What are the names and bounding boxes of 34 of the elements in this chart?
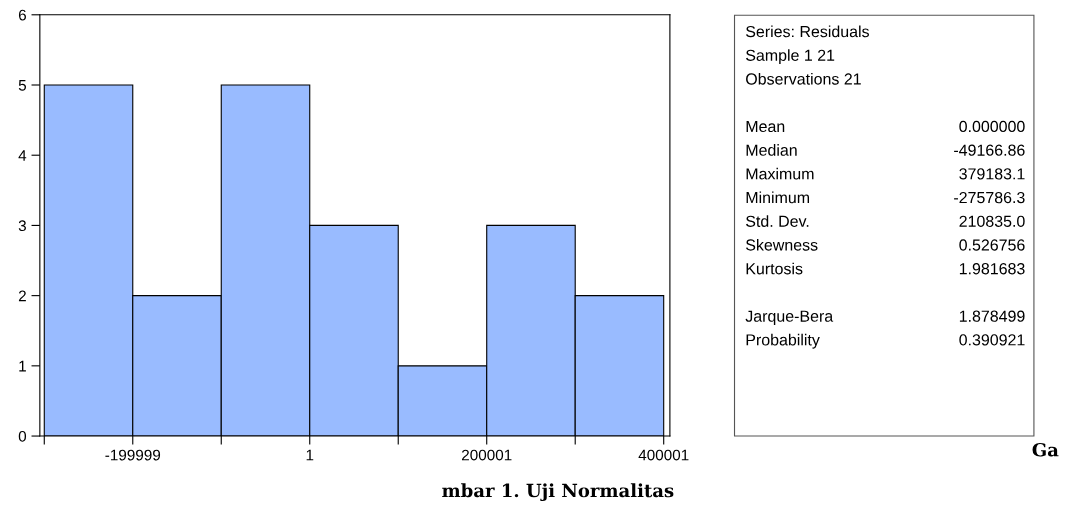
text: 210835.0 xyxy=(959,215,1025,227)
text: mbar 1. Uji Normalitas xyxy=(442,483,674,502)
y-tick-label: 0 xyxy=(18,430,27,442)
text: -49166.86 xyxy=(954,144,1025,156)
text: 379183.1 xyxy=(959,168,1025,180)
text: 0.526756 xyxy=(959,239,1025,251)
text: Series: Residuals xyxy=(746,25,869,38)
y-tick-label: 3 xyxy=(18,220,26,232)
text: Median xyxy=(746,144,797,156)
text: Sample 1 21 xyxy=(746,49,835,65)
text: Maximum xyxy=(746,167,814,180)
x-tick-label: -199999 xyxy=(105,449,161,461)
y-tick-label: 4 xyxy=(18,150,27,161)
y-tick-label: 1 xyxy=(19,360,26,372)
text: Ga xyxy=(1032,442,1059,457)
y-tick-label: 6 xyxy=(18,9,26,21)
text: 0.390921 xyxy=(959,334,1025,346)
text: -275786.3 xyxy=(954,191,1025,204)
x-tick-label: 1 xyxy=(306,449,314,461)
y-tick-label: 5 xyxy=(18,80,27,91)
text: 1.878499 xyxy=(959,310,1025,322)
y-tick-label: 2 xyxy=(18,290,26,302)
text: Kurtosis xyxy=(746,262,803,275)
x-tick-label: 200001 xyxy=(462,449,512,461)
text: Std. Dev. xyxy=(746,215,809,227)
x-tick-label: 400001 xyxy=(638,449,689,461)
text: Skewness xyxy=(746,238,818,251)
text: Minimum xyxy=(746,191,810,204)
text: Observations 21 xyxy=(746,72,861,85)
text: 1.981683 xyxy=(959,263,1025,275)
text: Mean xyxy=(746,120,785,133)
text: 0.000000 xyxy=(959,120,1025,133)
text: Probability xyxy=(746,333,820,349)
text: Jarque-Bera xyxy=(745,310,834,325)
